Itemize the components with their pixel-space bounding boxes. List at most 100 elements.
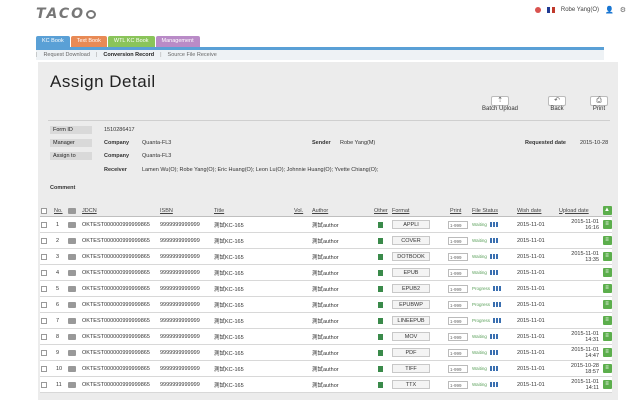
user-icon[interactable]: 👤 bbox=[605, 7, 614, 14]
row-checkbox[interactable] bbox=[41, 297, 47, 312]
row-format[interactable]: APPLI bbox=[392, 217, 430, 232]
row-action-button[interactable]: ≡ bbox=[602, 217, 612, 232]
row-title[interactable]: 測試KC-165 bbox=[214, 350, 244, 357]
notification-dot-icon[interactable] bbox=[534, 7, 541, 13]
row-checkbox[interactable] bbox=[41, 361, 47, 376]
row-format[interactable]: PDF bbox=[392, 345, 430, 360]
row-title[interactable]: 測試KC-165 bbox=[214, 286, 244, 293]
document-icon[interactable] bbox=[378, 217, 383, 232]
col-title[interactable]: Title bbox=[214, 207, 225, 214]
message-icon[interactable] bbox=[68, 265, 76, 280]
row-format[interactable]: COVER bbox=[392, 233, 430, 248]
row-format[interactable]: EPUB bbox=[392, 265, 430, 280]
message-icon[interactable] bbox=[68, 281, 76, 296]
row-format[interactable]: MOV bbox=[392, 329, 430, 344]
document-icon[interactable] bbox=[378, 297, 383, 312]
message-icon[interactable] bbox=[68, 329, 76, 344]
document-icon[interactable] bbox=[378, 281, 383, 296]
row-print[interactable]: 1-999 bbox=[448, 265, 468, 280]
row-print[interactable]: 1-999 bbox=[448, 217, 468, 232]
row-checkbox[interactable] bbox=[41, 329, 47, 344]
document-icon[interactable] bbox=[378, 313, 383, 328]
col-no[interactable]: No. bbox=[54, 207, 63, 214]
row-action-button[interactable]: ≡ bbox=[602, 249, 612, 264]
row-format[interactable]: LINEEPUB bbox=[392, 313, 430, 328]
row-checkbox[interactable] bbox=[41, 249, 47, 264]
row-action-button[interactable]: ≡ bbox=[602, 377, 612, 392]
subnav-request-download[interactable]: Request Download bbox=[43, 52, 90, 58]
message-icon[interactable] bbox=[68, 313, 76, 328]
document-icon[interactable] bbox=[378, 329, 383, 344]
col-isbn[interactable]: ISBN bbox=[160, 207, 173, 214]
row-format[interactable]: EPUB2 bbox=[392, 281, 430, 296]
document-icon[interactable] bbox=[378, 345, 383, 360]
tab-text-book[interactable]: Text Book bbox=[70, 36, 107, 47]
col-format[interactable]: Format bbox=[392, 207, 410, 214]
message-icon[interactable] bbox=[68, 297, 76, 312]
select-all-checkbox[interactable] bbox=[41, 205, 47, 216]
col-jdcn[interactable]: JDCN bbox=[82, 207, 97, 214]
message-icon[interactable] bbox=[68, 345, 76, 360]
uk-flag-icon[interactable] bbox=[546, 7, 555, 13]
user-name[interactable]: Robe Yang(O) bbox=[560, 7, 599, 13]
row-checkbox[interactable] bbox=[41, 377, 47, 392]
row-checkbox[interactable] bbox=[41, 217, 47, 232]
row-checkbox[interactable] bbox=[41, 265, 47, 280]
row-format[interactable]: DOTBOOK bbox=[392, 249, 430, 264]
row-action-button[interactable]: ≡ bbox=[602, 361, 612, 376]
col-wish-date[interactable]: Wish date bbox=[517, 207, 542, 214]
row-action-button[interactable]: ≡ bbox=[602, 265, 612, 280]
col-upload-date[interactable]: Upload date bbox=[559, 207, 589, 214]
print-button[interactable]: ⎙ Print bbox=[590, 96, 608, 112]
gear-icon[interactable]: ⚙ bbox=[619, 7, 626, 14]
row-print[interactable]: 1-999 bbox=[448, 281, 468, 296]
document-icon[interactable] bbox=[378, 377, 383, 392]
message-icon[interactable] bbox=[68, 233, 76, 248]
taco-logo[interactable]: TACO bbox=[36, 6, 97, 22]
row-title[interactable]: 測試KC-165 bbox=[214, 318, 244, 325]
row-title[interactable]: 測試KC-165 bbox=[214, 270, 244, 277]
row-format[interactable]: TIFF bbox=[392, 361, 430, 376]
row-format[interactable]: EPUBWP bbox=[392, 297, 430, 312]
scroll-up-button[interactable]: ▲ bbox=[602, 205, 612, 216]
row-title[interactable]: 測試KC-165 bbox=[214, 254, 244, 261]
message-icon[interactable] bbox=[68, 249, 76, 264]
row-action-button[interactable]: ≡ bbox=[602, 281, 612, 296]
message-icon[interactable] bbox=[68, 217, 76, 232]
row-action-button[interactable]: ≡ bbox=[602, 329, 612, 344]
document-icon[interactable] bbox=[378, 249, 383, 264]
row-print[interactable]: 1-999 bbox=[448, 233, 468, 248]
document-icon[interactable] bbox=[378, 265, 383, 280]
row-print[interactable]: 1-999 bbox=[448, 313, 468, 328]
tab-kc-book[interactable]: KC Book bbox=[36, 36, 70, 47]
row-action-button[interactable]: ≡ bbox=[602, 313, 612, 328]
col-vol[interactable]: Vol. bbox=[294, 207, 304, 214]
row-title[interactable]: 測試KC-165 bbox=[214, 302, 244, 309]
row-checkbox[interactable] bbox=[41, 281, 47, 296]
message-icon[interactable] bbox=[68, 377, 76, 392]
document-icon[interactable] bbox=[378, 233, 383, 248]
back-button[interactable]: ↶ Back bbox=[548, 96, 566, 112]
tab-wtl-kc-book[interactable]: WTL KC Book bbox=[107, 36, 155, 47]
subnav-source-file-receive[interactable]: Source File Receive bbox=[167, 52, 217, 58]
row-print[interactable]: 1-999 bbox=[448, 329, 468, 344]
row-action-button[interactable]: ≡ bbox=[602, 345, 612, 360]
tab-management[interactable]: Management bbox=[155, 36, 200, 47]
document-icon[interactable] bbox=[378, 361, 383, 376]
message-icon[interactable] bbox=[68, 361, 76, 376]
row-print[interactable]: 1-999 bbox=[448, 297, 468, 312]
batch-upload-button[interactable]: ⇡ Batch Upload bbox=[482, 96, 518, 112]
row-title[interactable]: 測試KC-165 bbox=[214, 382, 244, 389]
row-checkbox[interactable] bbox=[41, 233, 47, 248]
col-print[interactable]: Print bbox=[450, 207, 462, 214]
row-print[interactable]: 1-999 bbox=[448, 345, 468, 360]
row-print[interactable]: 1-999 bbox=[448, 377, 468, 392]
subnav-conversion-record[interactable]: Conversion Record bbox=[103, 52, 155, 58]
row-checkbox[interactable] bbox=[41, 345, 47, 360]
col-author[interactable]: Author bbox=[312, 207, 329, 214]
row-title[interactable]: 測試KC-165 bbox=[214, 366, 244, 373]
row-print[interactable]: 1-999 bbox=[448, 249, 468, 264]
row-title[interactable]: 測試KC-165 bbox=[214, 238, 244, 245]
row-checkbox[interactable] bbox=[41, 313, 47, 328]
row-title[interactable]: 測試KC-165 bbox=[214, 334, 244, 341]
